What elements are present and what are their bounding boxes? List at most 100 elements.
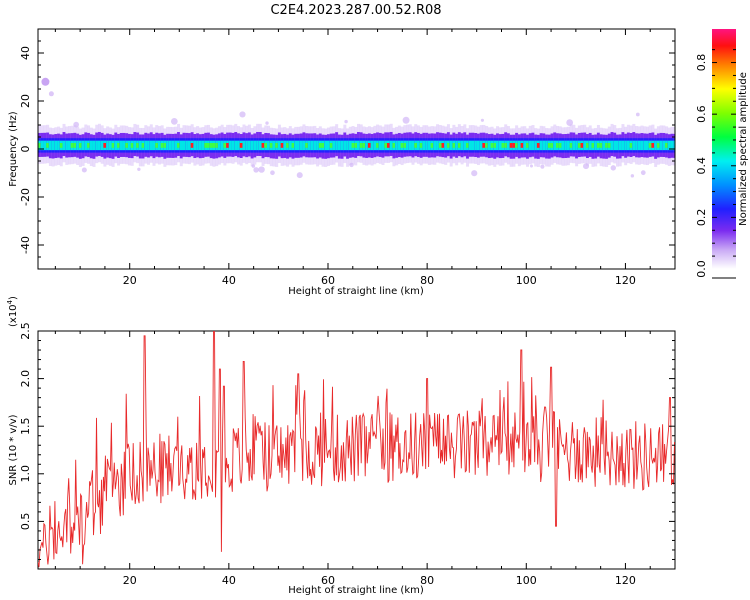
band-core xyxy=(515,143,519,148)
band-inner xyxy=(356,140,360,151)
speckle xyxy=(251,164,256,168)
band-inner xyxy=(316,140,320,151)
band-inner xyxy=(92,140,96,151)
band-inner xyxy=(408,140,412,151)
band-inner xyxy=(297,140,300,151)
band-inner xyxy=(157,140,161,151)
band-core xyxy=(141,143,145,148)
colorbar: 0.0 0.2 0.4 0.6 0.8 Normalized spectral ampl… xyxy=(695,29,749,279)
band-core xyxy=(665,143,669,148)
snr-xlabel: Height of straight line (km) xyxy=(288,585,424,596)
speckle xyxy=(402,116,410,124)
band-inner xyxy=(237,140,241,151)
band-core xyxy=(596,143,600,148)
colorbar-scale xyxy=(712,29,736,269)
band-inner xyxy=(114,140,118,151)
band-inner xyxy=(427,140,431,151)
band-inner xyxy=(324,140,328,151)
band-inner xyxy=(397,140,401,151)
band-peak xyxy=(386,143,392,148)
spectral-blob xyxy=(48,91,54,97)
band-inner xyxy=(613,140,617,151)
snr-scale-suffix: ) xyxy=(8,296,19,300)
band-inner xyxy=(152,140,156,151)
band-inner xyxy=(621,140,625,151)
band-inner xyxy=(610,140,614,151)
speckle xyxy=(471,170,478,177)
band-core xyxy=(275,143,279,148)
band-inner xyxy=(528,140,532,151)
band-core xyxy=(577,143,581,148)
speckle xyxy=(296,172,303,179)
band-core xyxy=(403,143,407,148)
band-inner xyxy=(228,140,232,151)
band-inner xyxy=(179,140,183,151)
speckle xyxy=(73,121,80,128)
y-tick-label: 1.0 xyxy=(19,465,32,483)
band-inner xyxy=(242,140,246,151)
colorbar-tick-label: 0.6 xyxy=(695,105,708,123)
band-peak xyxy=(239,143,245,148)
speckle xyxy=(81,167,87,173)
band-inner xyxy=(381,140,385,151)
band-inner xyxy=(553,140,557,151)
band-core xyxy=(526,143,530,148)
band-inner xyxy=(425,140,429,151)
band-core xyxy=(207,143,211,148)
band-inner xyxy=(147,140,151,151)
band-inner xyxy=(299,140,303,151)
spectrogram-ticks: 20 40 60 80 100 120 -40 -20 0 20 40 xyxy=(19,28,676,287)
x-tick-label: 20 xyxy=(123,574,137,587)
band-inner xyxy=(201,140,205,151)
snr-panel: 20 40 60 80 100 120 0.5 1.0 1.5 2.0 2.5 Height of … xyxy=(6,296,676,596)
band-inner xyxy=(365,140,369,151)
y-tick-label: 1.5 xyxy=(19,417,32,435)
band-inner xyxy=(583,140,587,151)
band-core xyxy=(550,143,554,148)
band-inner xyxy=(245,140,249,151)
band-peak xyxy=(441,143,447,148)
band-core xyxy=(136,143,140,148)
band-inner xyxy=(81,140,85,151)
colorbar-tick-label: 0.8 xyxy=(695,54,708,72)
band-inner xyxy=(267,140,270,151)
band-core xyxy=(155,143,159,148)
band-inner xyxy=(389,140,393,151)
band-core xyxy=(438,143,442,148)
y-tick-label: 0 xyxy=(19,146,32,153)
band-core xyxy=(457,143,461,148)
band-inner xyxy=(646,140,649,151)
band-core xyxy=(59,143,63,148)
band-inner xyxy=(76,140,80,151)
band-inner xyxy=(659,140,663,151)
band-inner xyxy=(373,140,377,151)
band-core xyxy=(504,143,508,148)
band-inner xyxy=(539,140,543,151)
band-core xyxy=(586,143,589,148)
band-inner xyxy=(100,140,104,151)
band-core xyxy=(46,143,50,148)
band-core xyxy=(354,143,358,148)
band-inner xyxy=(108,140,112,151)
band-inner xyxy=(624,140,628,151)
band-inner xyxy=(332,140,336,151)
band-inner xyxy=(193,140,197,151)
speckle xyxy=(344,119,348,124)
speckle xyxy=(583,163,590,170)
band-core xyxy=(558,143,562,148)
band-inner xyxy=(463,140,467,151)
band-inner xyxy=(433,140,437,151)
snr-ylabel: SNR (10 * v/v) xyxy=(8,414,19,485)
band-core xyxy=(490,143,494,148)
band-inner xyxy=(667,140,671,151)
snr-scale-label: (x104) xyxy=(6,296,19,327)
band-inner xyxy=(455,140,459,151)
band-inner xyxy=(637,140,641,151)
speckle xyxy=(610,165,617,171)
speckle xyxy=(239,111,246,118)
band-peak xyxy=(190,143,196,148)
band-core xyxy=(223,143,227,148)
band-inner xyxy=(182,140,186,151)
y-tick-label: -40 xyxy=(19,236,32,254)
speckle xyxy=(253,167,259,173)
